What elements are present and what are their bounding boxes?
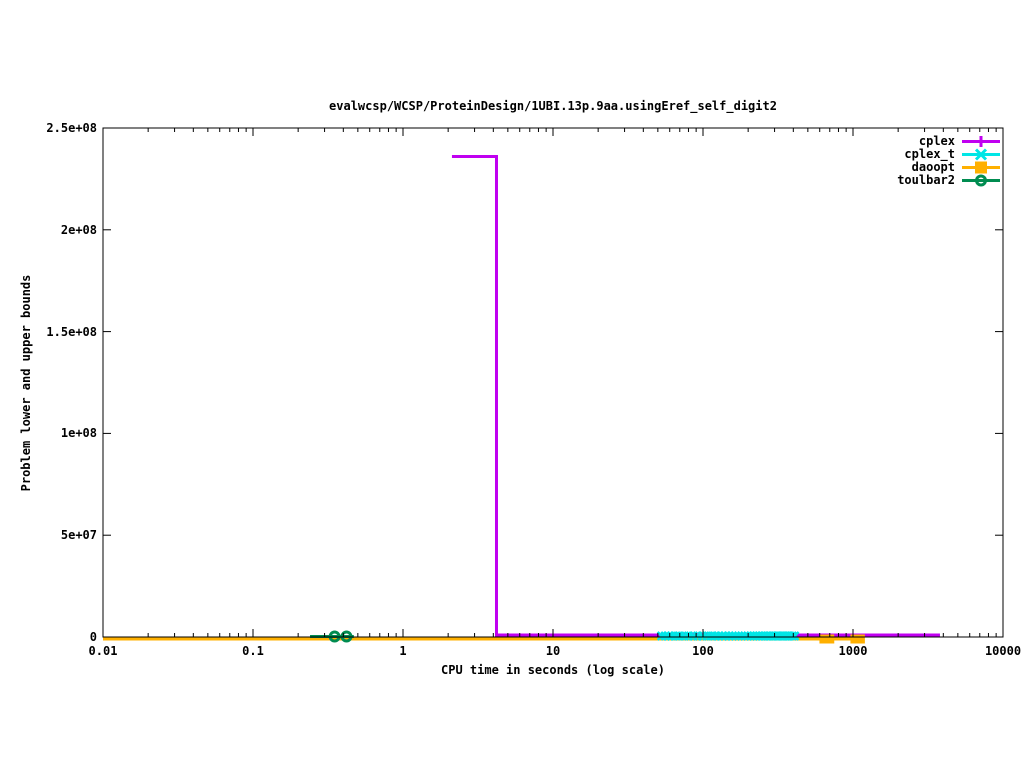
series-cplex_t-x-marker [789,631,800,641]
chart-title: evalwcsp/WCSP/ProteinDesign/1UBI.13p.9aa… [329,99,777,113]
plot-border [102,127,1004,638]
series-daoopt-square-marker [819,634,829,644]
series-daoopt-square-marker [850,634,860,644]
y-tick-label: 1e+08 [60,426,97,441]
legend-entry-cplex: cplex [0,135,1024,148]
y-tick-label: 1.5e+08 [46,324,97,339]
legend-sample-x-icon [962,148,1000,161]
series-cplex_t-x-marker [663,631,674,641]
series-cplex-line [451,155,940,637]
x-tick-label: 100 [692,644,714,658]
series-daoopt-square-marker [825,634,835,644]
legend-entry-cplex_t: cplex_t [0,148,1024,161]
x-tick-label: 1000 [838,644,868,658]
legend-sample-plus-icon [962,136,1000,147]
y-tick-label: 2.5e+08 [46,121,97,135]
x-tick-label: 0.1 [242,644,264,658]
legend-label: daoopt [911,160,955,174]
square-marker-icon [975,161,987,174]
legend-entry-daoopt: daoopt [0,161,1024,174]
legend-entry-toulbar2: toulbar2 [0,174,1024,187]
y-tick-label: 5e+07 [60,528,97,543]
y-tick-label: 2e+08 [60,222,97,237]
plus-marker-icon [975,136,987,147]
legend-label: toulbar2 [897,173,955,187]
x-tick-label: 10 [545,644,561,658]
circle-marker-icon [975,174,987,187]
legend-label: cplex [918,134,955,148]
series-cplex_t-x-marker [787,631,798,641]
legend-sample-square-icon [962,161,1000,174]
x-marker-icon [974,148,988,161]
x-tick-label: 10000 [984,644,1022,658]
x-axis-label: CPU time in seconds (log scale) [441,663,665,677]
series-daoopt-square-marker [855,634,865,644]
legend-label: cplex_t [904,147,955,161]
y-axis-label: Problem lower and upper bounds [19,274,33,492]
legend-sample-circle-icon [962,174,1000,187]
x-tick-label: 1 [399,644,407,658]
x-tick-label: 0.01 [88,644,118,658]
y-tick-label: 0 [89,630,97,644]
